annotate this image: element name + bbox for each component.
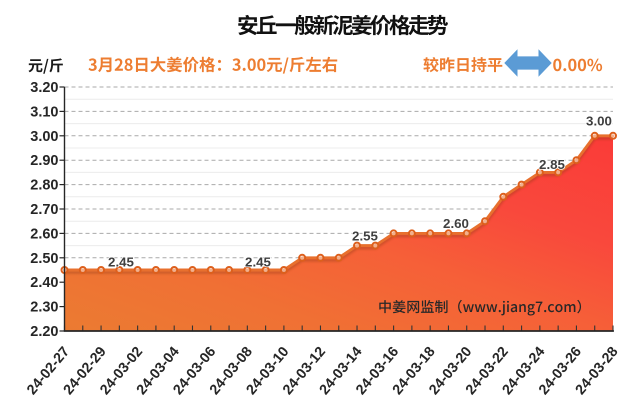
svg-text:2.50: 2.50 bbox=[30, 251, 58, 267]
svg-text:3.20: 3.20 bbox=[30, 80, 58, 96]
svg-text:3.10: 3.10 bbox=[30, 104, 58, 120]
svg-text:2.40: 2.40 bbox=[30, 275, 58, 291]
svg-text:3.00: 3.00 bbox=[586, 114, 612, 129]
svg-text:2.45: 2.45 bbox=[245, 255, 271, 270]
svg-text:2.60: 2.60 bbox=[30, 226, 58, 242]
svg-text:2.45: 2.45 bbox=[108, 255, 134, 270]
svg-text:2.85: 2.85 bbox=[539, 157, 565, 172]
svg-text:2.60: 2.60 bbox=[443, 216, 469, 231]
svg-text:2.80: 2.80 bbox=[30, 178, 58, 194]
svg-text:2.90: 2.90 bbox=[30, 153, 58, 169]
svg-text:2.20: 2.20 bbox=[30, 324, 58, 340]
svg-text:2.30: 2.30 bbox=[30, 300, 58, 316]
svg-text:2.70: 2.70 bbox=[30, 202, 58, 218]
svg-text:3.00: 3.00 bbox=[30, 129, 58, 145]
svg-text:2.55: 2.55 bbox=[352, 229, 378, 244]
